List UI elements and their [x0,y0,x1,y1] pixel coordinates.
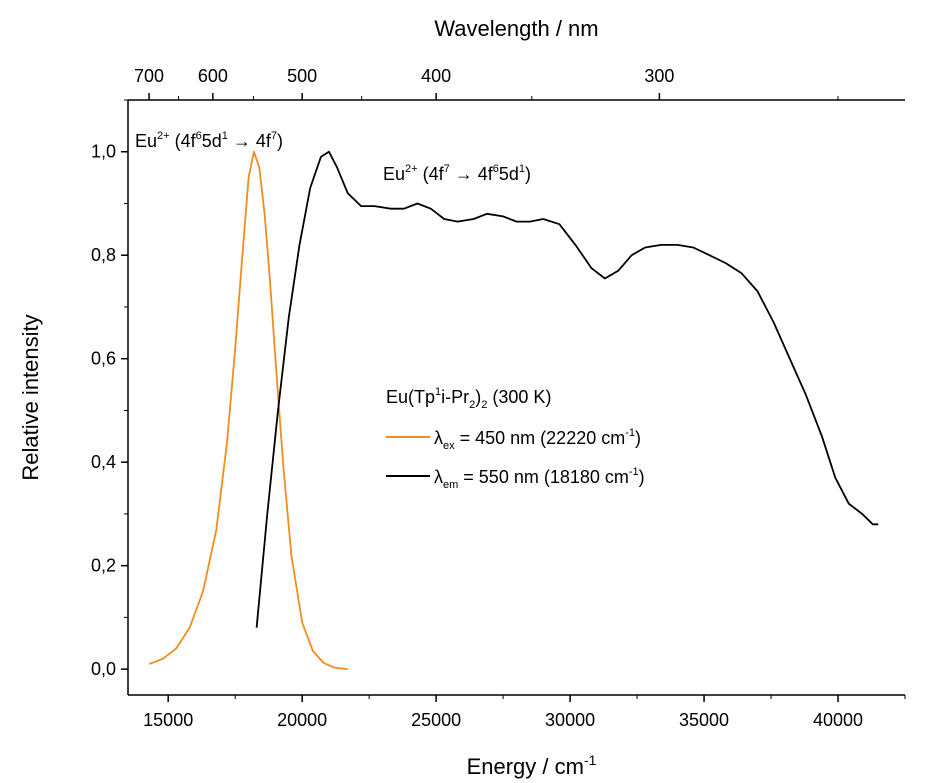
x-axis-title: Energy / cm-1 [467,752,597,779]
annotation-excitation: Eu2+ (4f7 → 4f65d1) [383,163,531,184]
y-tick-label: 0,4 [91,452,116,472]
x-tick-label: 40000 [813,710,863,730]
x-tick-label: 30000 [545,710,595,730]
y-tick-label: 0,2 [91,556,116,576]
x-tick-label: 25000 [411,710,461,730]
top-tick-label: 300 [644,66,674,86]
legend-label-1: λem = 550 nm (18180 cm-1) [434,466,645,491]
x-tick-label: 35000 [679,710,729,730]
chart-labels: Wavelength / nm Energy / cm-1 Relative int… [18,16,645,779]
y-tick-label: 1,0 [91,142,116,162]
legend-title: Eu(Tp1i-Pr2)2 (300 K) [386,386,551,411]
annotation-emission: Eu2+ (4f65d1 → 4f7) [135,130,283,151]
top-tick-label: 700 [134,66,164,86]
y-tick-label: 0,0 [91,659,116,679]
legend-label-0: λex = 450 nm (22220 cm-1) [434,427,641,452]
plot-axes: 15000 20000 25000 30000 35000 40000 0,0 0,2 0,4 0… [91,66,906,730]
x-tick-label: 15000 [143,710,193,730]
top-tick-label: 500 [287,66,317,86]
y-tick-label: 0,8 [91,245,116,265]
series-line-0 [149,150,348,670]
top-tick-label: 400 [421,66,451,86]
y-tick-label: 0,6 [91,349,116,369]
top-tick-label: 600 [198,66,228,86]
y-axis-title: Relative intensity [18,314,43,480]
x-tick-label: 20000 [277,710,327,730]
series-line-1 [255,150,879,628]
top-axis-title: Wavelength / nm [434,16,598,41]
series-layer [149,150,879,670]
